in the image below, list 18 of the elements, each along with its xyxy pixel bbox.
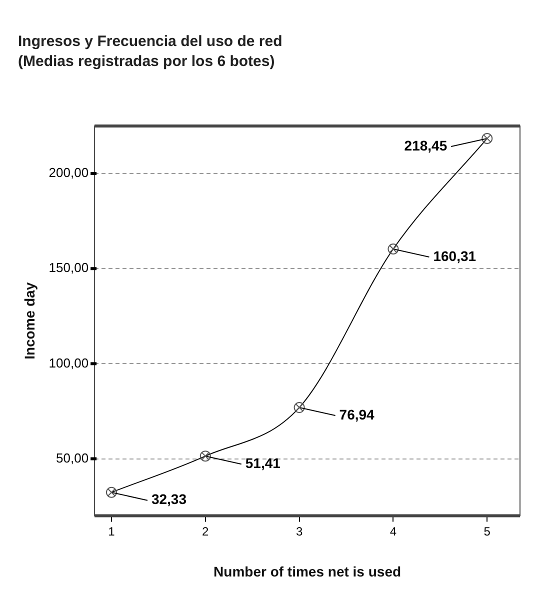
y-tick-label: 100,00 [48, 355, 89, 370]
data-label: 218,45 [404, 137, 448, 154]
y-tick-label: 50,00 [56, 450, 89, 466]
data-label: 160,31 [433, 248, 476, 264]
x-tick-label: 2 [202, 524, 210, 538]
y-axis-title: Income day [21, 282, 38, 360]
y-tick-label: 150,00 [48, 260, 89, 276]
data-label: 76,94 [339, 406, 375, 422]
y-tick-label: 200,00 [48, 165, 89, 180]
chart-subtitle: (Medias registradas por los 6 botes) [18, 53, 275, 70]
x-tick-label: 5 [484, 524, 491, 538]
x-tick-label: 3 [296, 524, 303, 538]
x-axis-title: Number of times net is used [214, 563, 402, 580]
x-tick-label: 1 [108, 524, 116, 538]
chart-title: Ingresos y Frecuencia del uso de red [18, 33, 282, 50]
data-label: 51,41 [245, 454, 281, 471]
data-label: 32,33 [151, 491, 187, 508]
x-tick-label: 4 [390, 524, 397, 538]
